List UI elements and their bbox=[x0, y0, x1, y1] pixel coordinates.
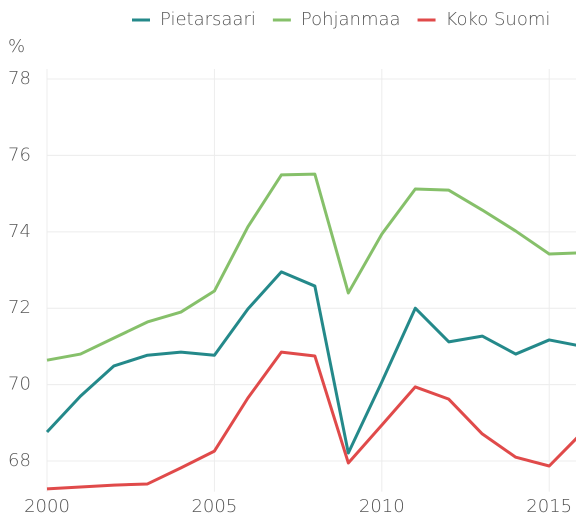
grid bbox=[46, 69, 576, 492]
y-tick-label: 68 bbox=[8, 450, 31, 471]
x-tick-label: 2005 bbox=[191, 496, 237, 517]
y-tick-label: 76 bbox=[8, 144, 31, 165]
legend-label: Pietarsaari bbox=[160, 9, 256, 30]
x-tick-label: 2010 bbox=[359, 496, 405, 517]
x-tick-label: 2015 bbox=[526, 496, 572, 517]
series-line bbox=[46, 350, 576, 491]
legend-label: Pohjanmaa bbox=[301, 9, 401, 30]
series-line bbox=[45, 270, 576, 455]
y-axis-label: % bbox=[8, 36, 25, 57]
y-tick-label: 72 bbox=[8, 297, 31, 318]
plot bbox=[45, 172, 576, 491]
series-line bbox=[46, 172, 576, 362]
x-tick-label: 2000 bbox=[24, 496, 70, 517]
y-tick-label: 70 bbox=[8, 374, 31, 395]
y-tick-label: 78 bbox=[8, 68, 31, 89]
legend-label: Koko Suomi bbox=[446, 9, 551, 30]
y-tick-label: 74 bbox=[8, 221, 31, 242]
